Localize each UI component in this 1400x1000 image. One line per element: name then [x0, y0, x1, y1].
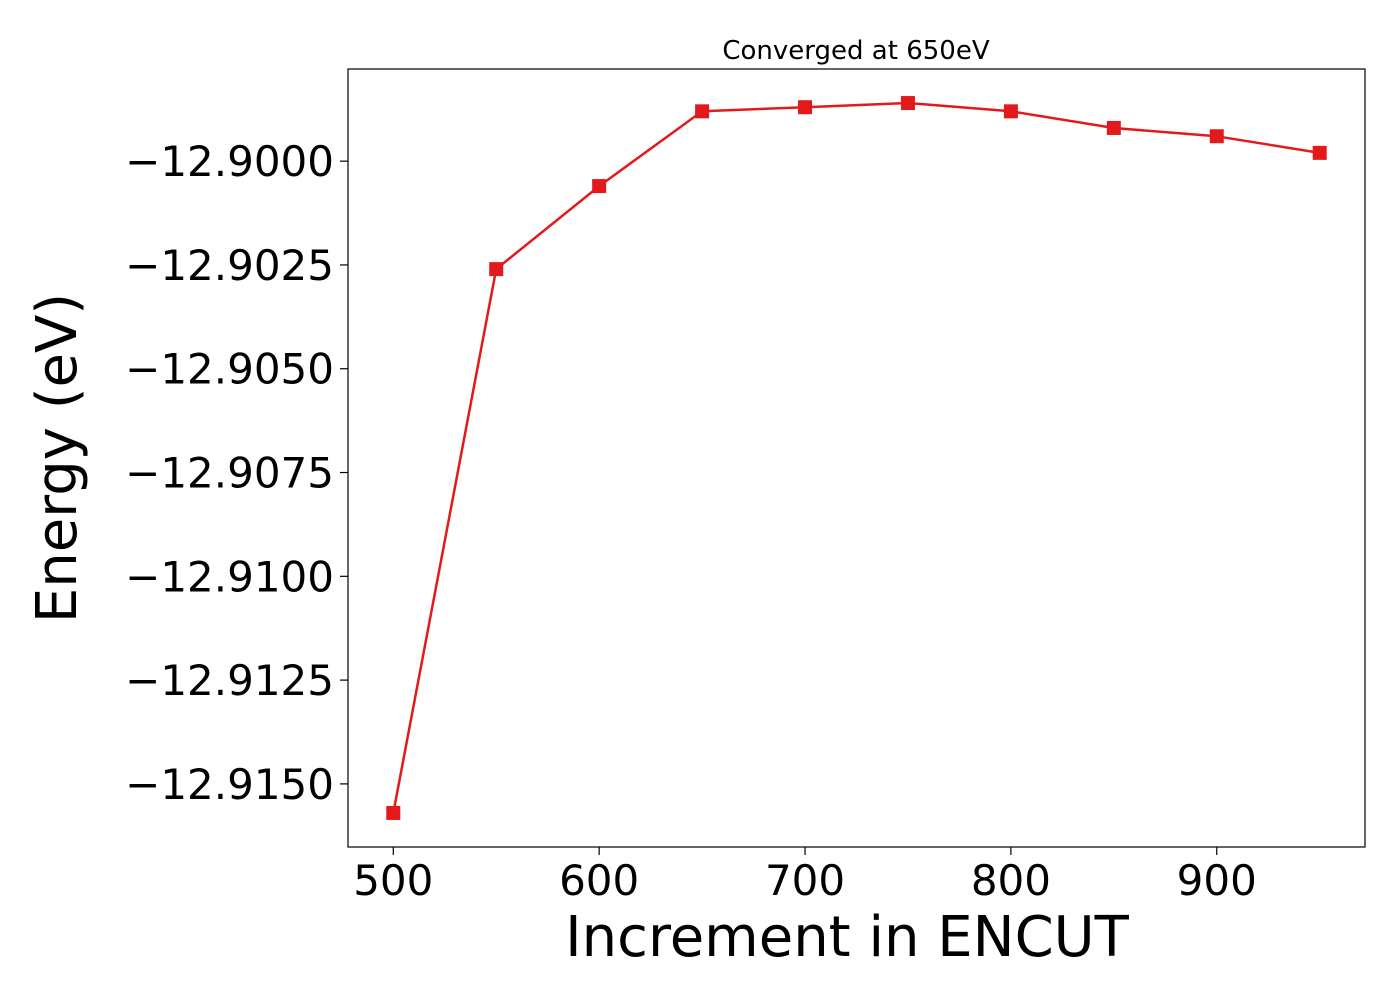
- y-tick-label: −12.9100: [125, 552, 334, 601]
- x-tick-label: 900: [1177, 856, 1257, 905]
- data-point-marker: [1312, 145, 1327, 160]
- data-point-marker: [386, 805, 401, 820]
- series-line: [392, 101, 1320, 814]
- y-axis-label: Energy (eV): [25, 293, 90, 623]
- y-tick-label: −12.9075: [125, 449, 334, 498]
- y-tick-label: −12.9000: [125, 137, 334, 186]
- series-group: [386, 96, 1327, 820]
- data-point-marker: [900, 96, 915, 111]
- data-point-marker: [489, 262, 504, 277]
- axis-ticks: 500 600 700 800 900 −12.9150 −12.9125 −12.9100 −…: [125, 137, 1257, 905]
- chart-title: Converged at 650eV: [722, 36, 989, 66]
- y-tick-label: −12.9150: [125, 760, 334, 809]
- y-tick-label: −12.9050: [125, 345, 334, 394]
- x-tick-label: 800: [971, 856, 1051, 905]
- y-tick-label: −12.9125: [125, 656, 334, 705]
- data-point-marker: [695, 104, 710, 119]
- plot-frame: [347, 68, 1366, 848]
- y-tick-label: −12.9025: [125, 241, 334, 290]
- x-axis-label: Increment in ENCUT: [565, 905, 1130, 970]
- x-tick-label: 500: [353, 856, 433, 905]
- x-tick-label: 600: [559, 856, 639, 905]
- data-point-marker: [1106, 120, 1121, 135]
- data-point-marker: [592, 179, 607, 194]
- data-point-marker: [1003, 104, 1018, 119]
- x-tick-label: 700: [765, 856, 845, 905]
- data-point-marker: [798, 100, 813, 115]
- data-point-marker: [1209, 129, 1224, 144]
